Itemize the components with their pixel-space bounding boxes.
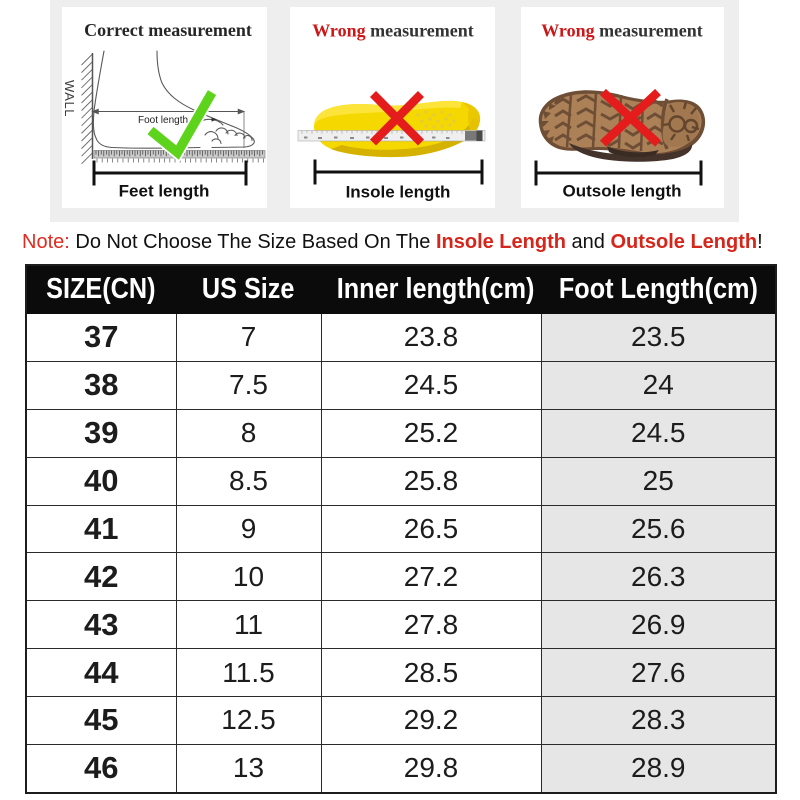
svg-text:Foot length: Foot length [138, 115, 188, 126]
svg-text:Wrong measurement: Wrong measurement [541, 21, 703, 41]
svg-text:Insole length: Insole length [346, 183, 451, 202]
svg-text:Feet length: Feet length [119, 182, 210, 201]
svg-text:Outsole length: Outsole length [563, 182, 682, 201]
svg-text:Correct measurement: Correct measurement [84, 20, 252, 40]
svg-text:WALL: WALL [62, 80, 77, 117]
svg-text:Wrong measurement: Wrong measurement [312, 21, 474, 41]
